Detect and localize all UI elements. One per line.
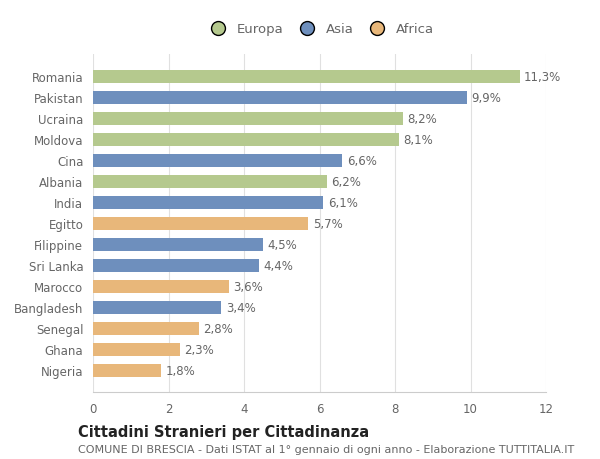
Text: 6,2%: 6,2% [332, 175, 361, 188]
Bar [93, 134, 399, 146]
Text: 4,4%: 4,4% [263, 259, 293, 272]
Text: 11,3%: 11,3% [524, 70, 562, 84]
Bar [93, 91, 467, 104]
Text: 8,1%: 8,1% [403, 134, 433, 146]
Text: 3,4%: 3,4% [226, 301, 256, 314]
Bar [93, 154, 342, 168]
Text: 6,1%: 6,1% [328, 196, 358, 209]
Text: 6,6%: 6,6% [347, 154, 377, 168]
Bar [93, 280, 229, 293]
Text: 1,8%: 1,8% [166, 364, 195, 377]
Bar [93, 259, 259, 272]
Text: 8,2%: 8,2% [407, 112, 437, 125]
Bar [93, 238, 263, 251]
Text: 3,6%: 3,6% [233, 280, 263, 293]
Bar [93, 175, 327, 188]
Text: COMUNE DI BRESCIA - Dati ISTAT al 1° gennaio di ogni anno - Elaborazione TUTTITA: COMUNE DI BRESCIA - Dati ISTAT al 1° gen… [78, 444, 574, 454]
Bar [93, 322, 199, 335]
Text: Cittadini Stranieri per Cittadinanza: Cittadini Stranieri per Cittadinanza [78, 425, 369, 440]
Text: 4,5%: 4,5% [268, 238, 297, 251]
Text: 9,9%: 9,9% [471, 91, 501, 104]
Bar [93, 301, 221, 314]
Bar [93, 364, 161, 377]
Text: 2,8%: 2,8% [203, 322, 233, 335]
Bar [93, 217, 308, 230]
Bar [93, 70, 520, 84]
Bar [93, 343, 180, 356]
Text: 5,7%: 5,7% [313, 217, 343, 230]
Legend: Europa, Asia, Africa: Europa, Asia, Africa [200, 18, 439, 41]
Text: 2,3%: 2,3% [184, 343, 214, 356]
Bar [93, 196, 323, 209]
Bar [93, 112, 403, 125]
